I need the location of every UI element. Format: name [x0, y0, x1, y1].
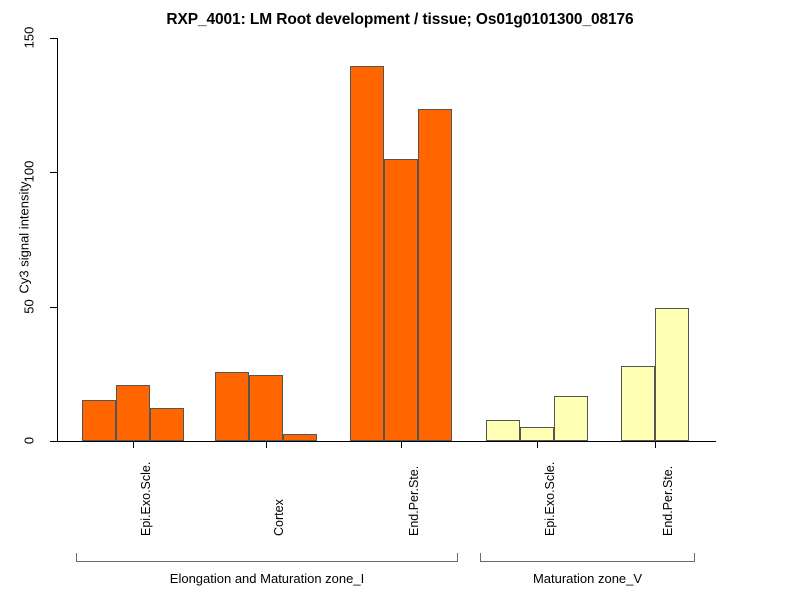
bar: [520, 427, 554, 441]
bar: [621, 365, 655, 441]
group-bracket: [480, 553, 695, 562]
y-axis-tick: [50, 441, 57, 442]
group-label: Maturation zone_V: [532, 571, 643, 586]
bar: [283, 434, 317, 441]
x-axis-category-label: End.Per.Ste.: [661, 465, 675, 536]
bar: [486, 419, 520, 441]
x-axis-category-label: Epi.Exo.Scle.: [543, 461, 557, 536]
bar: [384, 158, 418, 441]
x-axis-tick: [655, 441, 656, 448]
group-label: Elongation and Maturation zone_I: [169, 571, 365, 586]
group-bracket: [76, 553, 458, 562]
bar: [249, 375, 283, 441]
bar: [418, 109, 452, 441]
x-axis-tick: [133, 441, 134, 448]
y-axis-tick-label: 100: [21, 160, 37, 183]
bar: [554, 396, 588, 441]
y-axis-tick: [50, 172, 57, 174]
bar: [215, 371, 249, 441]
y-axis-tick-label: 0: [21, 436, 37, 445]
x-axis-tick: [266, 441, 267, 448]
bar: [150, 407, 184, 441]
y-axis-tick: [50, 38, 57, 39]
bar: [82, 400, 116, 441]
page-title: RXP_4001: LM Root development / tissue; …: [166, 11, 634, 28]
x-axis-category-label: Epi.Exo.Scle.: [139, 461, 153, 536]
bar: [350, 66, 384, 441]
x-axis-tick: [401, 441, 402, 448]
bar: [116, 385, 150, 441]
x-axis-tick: [537, 441, 538, 448]
y-axis-tick: [50, 306, 57, 308]
y-axis-tick-label: 50: [21, 298, 37, 314]
x-axis-line: [57, 441, 716, 442]
x-axis-category-label: Cortex: [272, 499, 286, 536]
y-axis-line: [57, 38, 58, 442]
y-axis-tick-label: 150: [21, 26, 37, 49]
bar: [655, 308, 689, 441]
x-axis-category-label: End.Per.Ste.: [407, 465, 421, 536]
